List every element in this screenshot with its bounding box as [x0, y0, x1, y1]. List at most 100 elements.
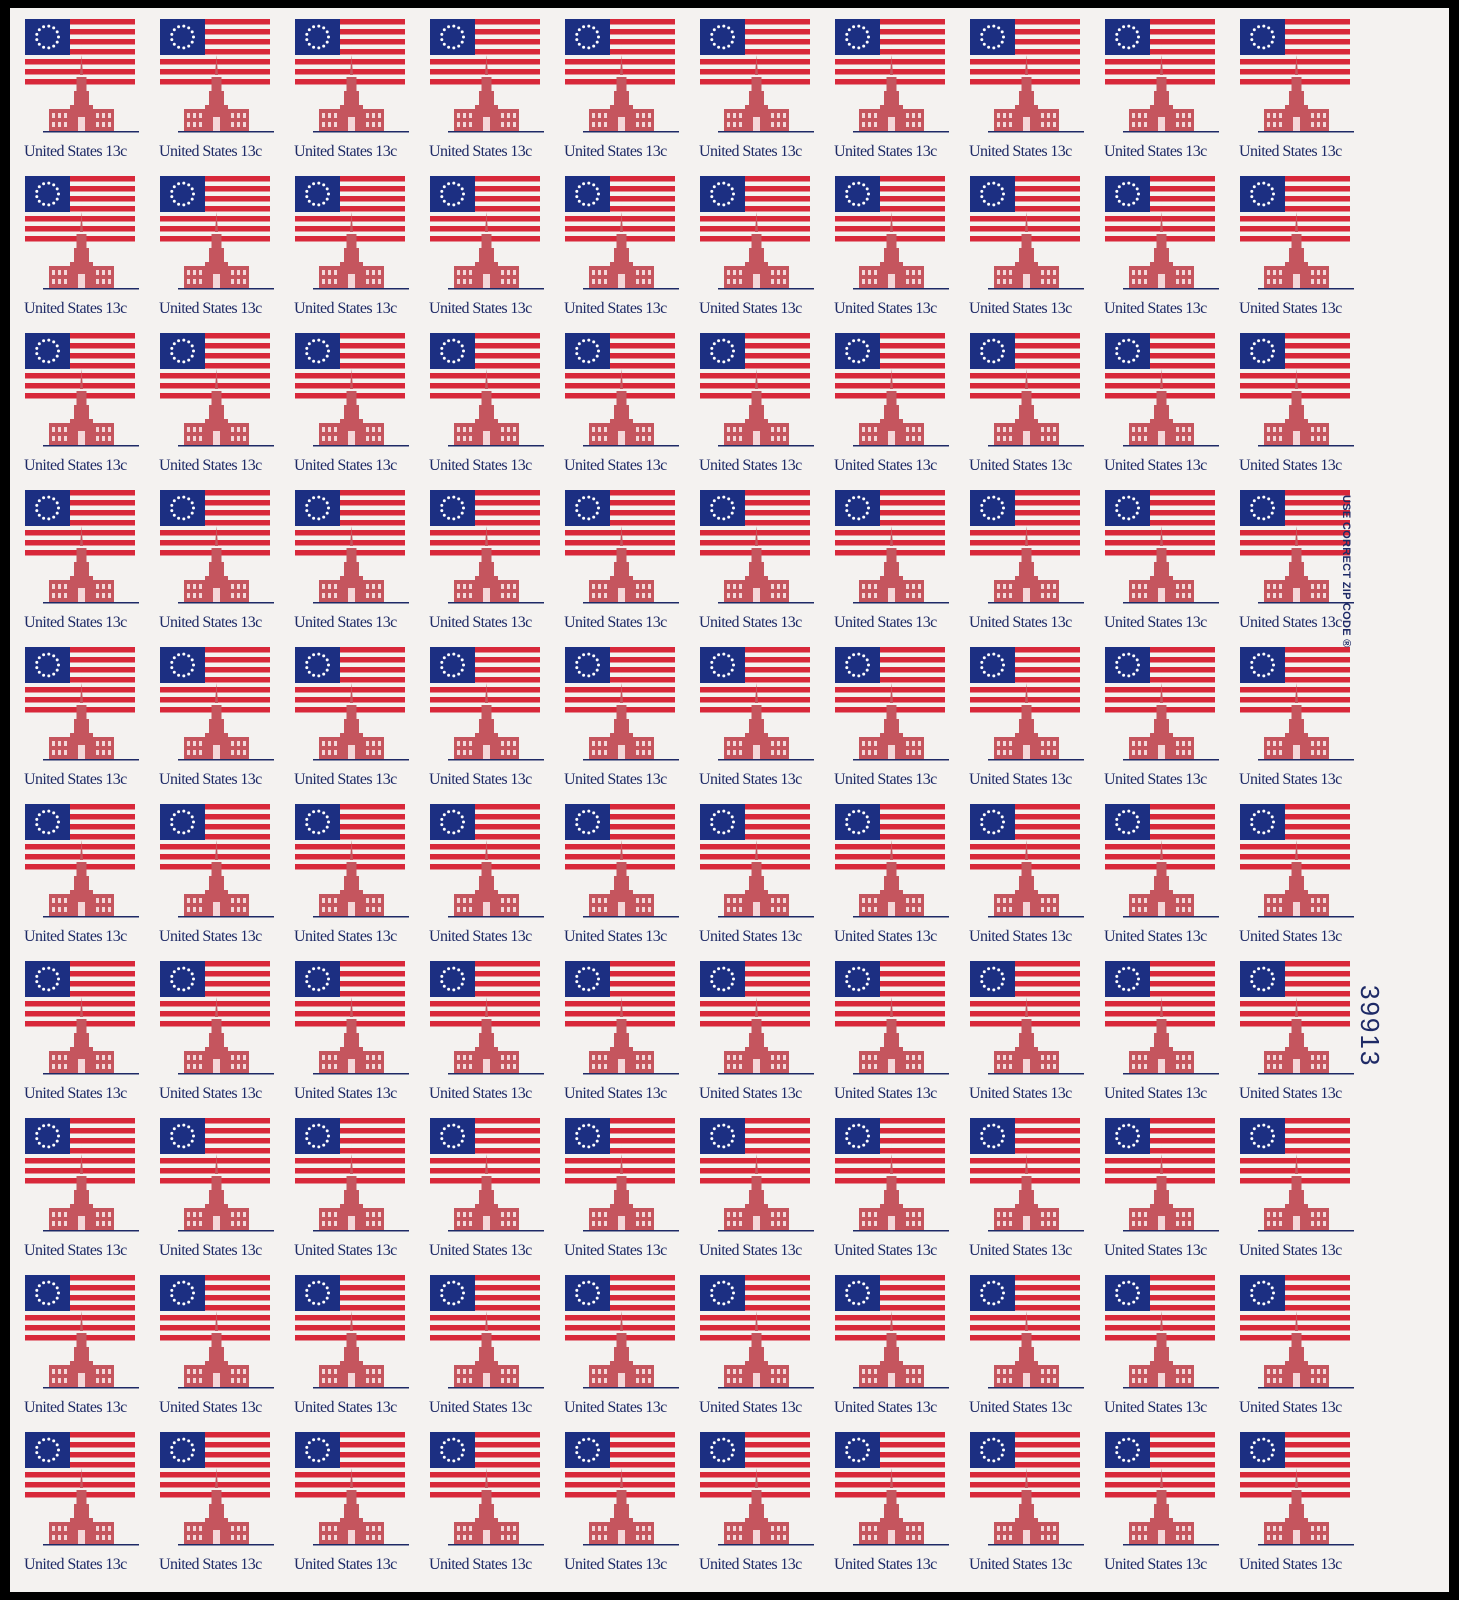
- stamp: United States 13c: [698, 331, 830, 485]
- stamp-legend: United States 13c: [1104, 771, 1207, 788]
- stamp-legend: United States 13c: [1239, 771, 1342, 788]
- stamp-legend: United States 13c: [294, 928, 397, 945]
- stamp: United States 13c: [698, 1273, 830, 1427]
- zip-code-inscription: USE CORRECT ZIP CODE ®: [1340, 495, 1352, 648]
- flag-over-independence-hall-icon: [835, 647, 949, 761]
- stamp: United States 13c: [1238, 1273, 1370, 1427]
- stamp-legend: United States 13c: [699, 928, 802, 945]
- stamp-legend: United States 13c: [429, 1556, 532, 1573]
- flag-over-independence-hall-icon: [970, 647, 1084, 761]
- stamp: United States 13c: [833, 488, 965, 642]
- stamp-legend: United States 13c: [969, 300, 1072, 317]
- stamp: United States 13c: [293, 488, 425, 642]
- stamp-legend: United States 13c: [1239, 614, 1342, 631]
- stamp: United States 13c: [23, 174, 155, 328]
- stamp-legend: United States 13c: [1104, 457, 1207, 474]
- stamp-legend: United States 13c: [564, 1399, 667, 1416]
- stamp: United States 13c: [428, 1273, 560, 1427]
- stamp: United States 13c: [968, 17, 1100, 171]
- stamp: United States 13c: [23, 331, 155, 485]
- stamp: United States 13c: [1238, 645, 1370, 799]
- flag-over-independence-hall-icon: [700, 1118, 814, 1232]
- flag-over-independence-hall-icon: [1240, 490, 1354, 604]
- stamp: United States 13c: [1103, 17, 1235, 171]
- flag-over-independence-hall-icon: [1240, 961, 1354, 1075]
- flag-over-independence-hall-icon: [565, 19, 679, 133]
- stamp-legend: United States 13c: [564, 1242, 667, 1259]
- flag-over-independence-hall-icon: [25, 490, 139, 604]
- stamp-legend: United States 13c: [1104, 928, 1207, 945]
- flag-over-independence-hall-icon: [1240, 333, 1354, 447]
- stamp-legend: United States 13c: [429, 1399, 532, 1416]
- stamp-legend: United States 13c: [159, 143, 262, 160]
- stamp-legend: United States 13c: [24, 614, 127, 631]
- stamp-legend: United States 13c: [159, 1085, 262, 1102]
- stamp-legend: United States 13c: [294, 1556, 397, 1573]
- stamp: United States 13c: [1238, 488, 1370, 642]
- flag-over-independence-hall-icon: [430, 647, 544, 761]
- stamp-legend: United States 13c: [699, 457, 802, 474]
- stamp: United States 13c: [698, 1430, 830, 1584]
- stamp: United States 13c: [833, 174, 965, 328]
- stamp-legend: United States 13c: [1104, 300, 1207, 317]
- flag-over-independence-hall-icon: [1105, 1118, 1219, 1232]
- stamp: United States 13c: [1103, 1430, 1235, 1584]
- stamp-legend: United States 13c: [834, 300, 937, 317]
- flag-over-independence-hall-icon: [430, 490, 544, 604]
- flag-over-independence-hall-icon: [160, 333, 274, 447]
- stamp: United States 13c: [428, 174, 560, 328]
- stamp-grid: United States 13c United States 13c United…: [23, 17, 1370, 1584]
- stamp: United States 13c: [23, 959, 155, 1113]
- flag-over-independence-hall-icon: [25, 19, 139, 133]
- stamp: United States 13c: [968, 1430, 1100, 1584]
- stamp-legend: United States 13c: [159, 1242, 262, 1259]
- stamp-legend: United States 13c: [834, 1556, 937, 1573]
- flag-over-independence-hall-icon: [295, 19, 409, 133]
- flag-over-independence-hall-icon: [835, 490, 949, 604]
- stamp: United States 13c: [968, 1273, 1100, 1427]
- stamp: United States 13c: [563, 1430, 695, 1584]
- stamp: United States 13c: [293, 174, 425, 328]
- flag-over-independence-hall-icon: [25, 961, 139, 1075]
- stamp: United States 13c: [428, 488, 560, 642]
- stamp: United States 13c: [1238, 802, 1370, 956]
- stamp: United States 13c: [293, 331, 425, 485]
- flag-over-independence-hall-icon: [295, 490, 409, 604]
- stamp: United States 13c: [158, 645, 290, 799]
- stamp: United States 13c: [563, 645, 695, 799]
- stamp: United States 13c: [968, 488, 1100, 642]
- stamp-legend: United States 13c: [1104, 143, 1207, 160]
- stamp: United States 13c: [23, 17, 155, 171]
- flag-over-independence-hall-icon: [970, 1118, 1084, 1232]
- flag-over-independence-hall-icon: [160, 490, 274, 604]
- flag-over-independence-hall-icon: [430, 333, 544, 447]
- stamp: United States 13c: [698, 959, 830, 1113]
- flag-over-independence-hall-icon: [970, 333, 1084, 447]
- stamp: United States 13c: [1238, 959, 1370, 1113]
- stamp-legend: United States 13c: [1239, 300, 1342, 317]
- flag-over-independence-hall-icon: [160, 19, 274, 133]
- flag-over-independence-hall-icon: [565, 804, 679, 918]
- flag-over-independence-hall-icon: [565, 333, 679, 447]
- stamp-legend: United States 13c: [969, 614, 1072, 631]
- flag-over-independence-hall-icon: [430, 1118, 544, 1232]
- stamp-legend: United States 13c: [834, 1242, 937, 1259]
- stamp-legend: United States 13c: [699, 771, 802, 788]
- flag-over-independence-hall-icon: [565, 490, 679, 604]
- stamp-legend: United States 13c: [1104, 1242, 1207, 1259]
- flag-over-independence-hall-icon: [430, 19, 544, 133]
- stamp-legend: United States 13c: [969, 1399, 1072, 1416]
- stamp: United States 13c: [968, 802, 1100, 956]
- stamp-legend: United States 13c: [564, 457, 667, 474]
- flag-over-independence-hall-icon: [25, 176, 139, 290]
- stamp: United States 13c: [968, 174, 1100, 328]
- stamp-legend: United States 13c: [564, 143, 667, 160]
- stamp-legend: United States 13c: [1239, 928, 1342, 945]
- stamp: United States 13c: [698, 645, 830, 799]
- stamp: United States 13c: [1103, 1273, 1235, 1427]
- stamp-sheet: United States 13c United States 13c United…: [10, 8, 1449, 1592]
- stamp-legend: United States 13c: [24, 457, 127, 474]
- stamp-legend: United States 13c: [969, 1085, 1072, 1102]
- stamp: United States 13c: [968, 1116, 1100, 1270]
- stamp-legend: United States 13c: [294, 1242, 397, 1259]
